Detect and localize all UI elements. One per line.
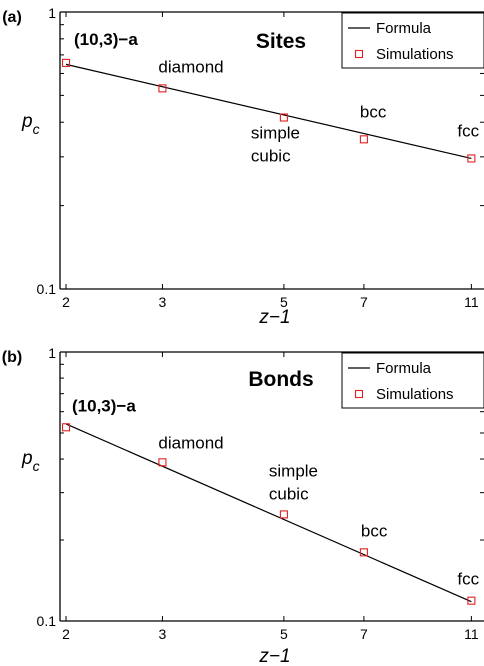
simulation-point (359, 548, 368, 557)
annotation-label: fcc (457, 570, 479, 589)
y-axis-label: pc (21, 111, 40, 137)
x-tick-label: 7 (360, 626, 368, 642)
legend-label: Formula (376, 20, 432, 37)
legend-label: Simulations (376, 46, 454, 63)
formula-line (65, 423, 472, 603)
legend: Formula Simulations (341, 12, 484, 69)
x-tick-label: 3 (159, 294, 167, 310)
x-tick-label: 11 (464, 626, 479, 642)
y-tick-label: 1 (48, 5, 56, 21)
x-axis-label: z−1 (258, 646, 290, 666)
simulation-point (61, 58, 71, 67)
panel-label: (a) (2, 9, 22, 26)
legend-marker-swatch (354, 49, 364, 59)
simulation-point (279, 510, 288, 519)
y-tick-label: 0.1 (37, 613, 57, 629)
panel-a: 2 3 5 7 11 0.1 1 (10,3)−a diamond simple cubic bcc f… (2, 5, 484, 328)
y-axis-label: pc (21, 448, 40, 474)
annotation-label: cubic (251, 147, 291, 166)
legend-label: Simulations (376, 386, 454, 403)
annotation-label: (10,3)−a (72, 396, 136, 415)
legend-box (341, 12, 484, 69)
x-tick-label: 5 (280, 294, 288, 310)
x-tick-label: 2 (62, 294, 70, 310)
legend-marker-swatch (354, 389, 364, 399)
annotation-label: simple (269, 461, 318, 480)
annotation-label: simple (251, 124, 300, 143)
x-axis-label: z−1 (258, 307, 290, 328)
simulation-point (359, 135, 368, 144)
panel-label: (b) (2, 349, 22, 366)
legend: Formula Simulations (341, 352, 484, 409)
annotation-label: diamond (158, 433, 223, 452)
chart-title: Sites (256, 30, 306, 53)
simulation-point (158, 84, 167, 93)
annotation-label: cubic (269, 484, 309, 503)
formula-line (65, 63, 472, 160)
legend-box (341, 352, 484, 409)
simulation-point (467, 154, 476, 163)
annotation-label: diamond (158, 57, 223, 76)
annotation-label: bcc (361, 521, 388, 540)
annotation-label: bcc (360, 102, 387, 121)
x-tick-label: 2 (62, 626, 70, 642)
panel-b: 2 3 5 7 11 0.1 1 (10,3)−a diamond simple cubic bcc f… (2, 345, 484, 666)
annotation-label: fcc (457, 121, 479, 140)
simulation-point (158, 458, 167, 467)
chart-title: Bonds (248, 368, 313, 391)
x-tick-label: 11 (464, 294, 479, 310)
y-tick-label: 1 (48, 345, 56, 361)
annotation-label: (10,3)−a (74, 30, 138, 49)
simulation-point (467, 596, 476, 605)
y-tick-label: 0.1 (37, 281, 57, 297)
legend-label: Formula (376, 360, 432, 377)
x-tick-label: 7 (360, 294, 368, 310)
x-tick-label: 3 (159, 626, 167, 642)
simulation-point (279, 113, 288, 122)
simulation-point (61, 423, 71, 432)
x-tick-label: 5 (280, 626, 288, 642)
